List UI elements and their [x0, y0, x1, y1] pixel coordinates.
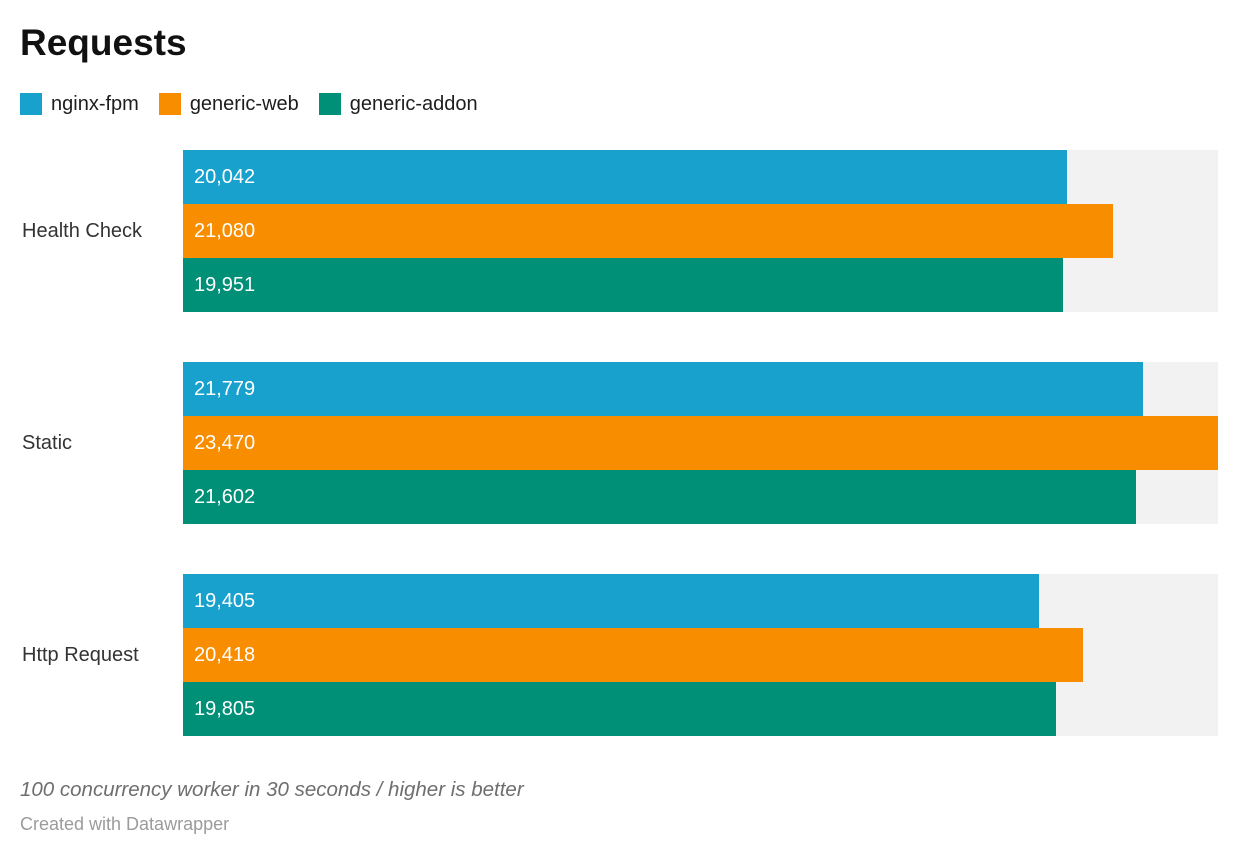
datawrapper-byline: Created with Datawrapper	[20, 814, 230, 834]
bar-generic-addon: 19,951	[183, 258, 1063, 312]
value-label: 19,805	[194, 697, 256, 720]
legend-swatch-generic-web	[158, 93, 181, 115]
legend-label: nginx-fpm	[51, 93, 139, 115]
legend-swatch-generic-addon	[318, 93, 341, 115]
value-label: 21,602	[194, 485, 256, 508]
bar-generic-web: 20,418	[183, 628, 1084, 682]
bar-track: 21,779	[183, 362, 1218, 416]
bar-stack: 19,405 20,418 19,805	[183, 574, 1218, 736]
legend-swatch-nginx-fpm	[20, 93, 42, 115]
bar-stack: 20,042 21,080 19,951	[183, 150, 1218, 312]
value-label: 20,042	[194, 165, 256, 188]
bar-track: 19,405	[183, 574, 1218, 628]
legend-item-generic-addon: generic-addon	[318, 93, 478, 115]
chart-note: 100 concurrency worker in 30 seconds / h…	[20, 778, 524, 801]
bar-track: 21,080	[183, 204, 1218, 258]
value-label: 19,405	[194, 589, 256, 612]
bar-track: 23,470	[183, 416, 1218, 470]
bar-nginx-fpm: 19,405	[183, 574, 1039, 628]
bar-generic-addon: 19,805	[183, 682, 1057, 736]
category-label: Http Request	[22, 643, 139, 666]
category-label: Health Check	[22, 219, 143, 242]
bar-track: 20,418	[183, 628, 1218, 682]
value-label: 21,779	[194, 377, 256, 400]
bar-generic-web: 21,080	[183, 204, 1113, 258]
value-label: 19,951	[194, 273, 256, 296]
bar-track: 20,042	[183, 150, 1218, 204]
bar-track: 19,805	[183, 682, 1218, 736]
legend: nginx-fpm generic-web generic-addon	[20, 93, 1240, 115]
bar-track: 19,951	[183, 258, 1218, 312]
bar-generic-addon: 21,602	[183, 470, 1136, 524]
bar-nginx-fpm: 20,042	[183, 150, 1067, 204]
bar-chart-plot: Health Check 20,042 21,080 19,951	[0, 150, 1240, 736]
category-label: Static	[22, 431, 73, 454]
legend-label: generic-addon	[349, 93, 478, 115]
bar-nginx-fpm: 21,779	[183, 362, 1144, 416]
bar-group-health-check: Health Check 20,042 21,080 19,951	[0, 150, 1240, 312]
page-title: Requests	[20, 22, 187, 63]
bar-generic-web: 23,470	[183, 416, 1218, 470]
legend-label: generic-web	[189, 93, 299, 115]
legend-item-nginx-fpm: nginx-fpm	[20, 93, 139, 115]
bar-stack: 21,779 23,470 21,602	[183, 362, 1218, 524]
legend-item-generic-web: generic-web	[158, 93, 299, 115]
value-label: 21,080	[194, 219, 256, 242]
bar-group-http-request: Http Request 19,405 20,418 19,805	[0, 574, 1240, 736]
bar-group-static: Static 21,779 23,470 21,602	[0, 362, 1240, 524]
value-label: 23,470	[194, 431, 256, 454]
value-label: 20,418	[194, 643, 256, 666]
bar-track: 21,602	[183, 470, 1218, 524]
